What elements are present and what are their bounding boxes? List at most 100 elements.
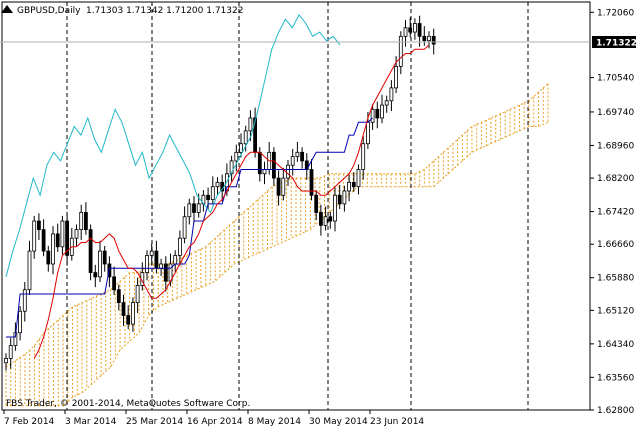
candle-body	[4, 358, 8, 364]
y-tick-label: 1.68200	[597, 174, 634, 184]
x-tick-label: 23 Jun 2014	[370, 417, 424, 427]
candle-body	[351, 181, 356, 188]
y-tick-label: 1.69740	[597, 108, 634, 118]
candle-body	[412, 23, 417, 33]
candle-body	[295, 151, 300, 158]
candle-body	[365, 121, 370, 145]
candle-body	[347, 181, 352, 192]
candle-body	[356, 169, 361, 188]
candle-body	[98, 250, 102, 278]
candle-body	[121, 302, 126, 316]
candle-body	[8, 345, 13, 359]
candle-body	[18, 310, 23, 334]
candle-body	[37, 220, 41, 231]
candle-body	[84, 212, 88, 231]
candle-body	[328, 216, 333, 222]
candle-body	[370, 108, 375, 123]
copyright-text: FBS Trader, © 2001-2014, MetaQuotes Soft…	[6, 399, 250, 409]
candle-body	[102, 250, 107, 265]
candle-body	[262, 169, 267, 175]
candle-body	[394, 66, 399, 89]
senkou-span-b	[6, 121, 549, 407]
tenkan-sen-line	[33, 44, 430, 359]
candle-body	[276, 177, 281, 196]
candle-body	[384, 100, 389, 106]
candle-body	[210, 186, 215, 200]
kijun-sen-line	[6, 117, 373, 338]
candle-body	[417, 23, 422, 37]
candle-body	[182, 216, 187, 239]
period-separators	[66, 2, 529, 410]
candle-body	[403, 27, 408, 37]
candle-body	[51, 233, 55, 265]
candle-body	[74, 229, 79, 239]
candle-body	[281, 177, 286, 196]
candle-body	[318, 212, 323, 226]
candle-body	[286, 164, 290, 179]
candle-body	[300, 151, 305, 162]
candle-body	[408, 27, 413, 33]
candle-body	[135, 285, 140, 304]
candle-body	[342, 190, 347, 205]
candle-body	[192, 203, 196, 213]
candle-body	[159, 263, 164, 269]
candle-body	[154, 250, 159, 269]
x-tick-label: 3 Mar 2014	[65, 417, 117, 427]
candle-body	[248, 117, 253, 132]
candle-body	[380, 104, 384, 119]
current-price-label: 1.71322	[596, 39, 637, 49]
y-tick-label: 1.68960	[597, 141, 634, 151]
candle-body	[65, 220, 69, 256]
y-tick-label: 1.67420	[597, 208, 634, 218]
senkou-span-a	[5, 83, 549, 368]
candle-body	[389, 87, 394, 102]
y-tick-label: 1.70540	[597, 74, 634, 84]
candle-body	[229, 160, 234, 175]
y-tick-label: 1.62800	[597, 406, 634, 416]
candle-body	[398, 35, 403, 67]
x-tick-label: 8 May 2014	[248, 417, 301, 427]
candle-body	[196, 203, 201, 213]
candle-body	[112, 276, 116, 291]
y-tick-label: 1.65880	[597, 274, 634, 284]
candle-body	[126, 315, 131, 325]
x-tick-label: 16 Apr 2014	[187, 417, 243, 427]
candle-body	[116, 289, 121, 304]
candle-body	[239, 143, 243, 153]
plot-frame	[1, 1, 591, 411]
candle-body	[431, 35, 436, 45]
kumo-cloud	[5, 83, 549, 407]
y-tick-label: 1.63560	[597, 373, 634, 383]
candle-body	[27, 250, 32, 291]
x-tick-label: 7 Feb 2014	[4, 417, 55, 427]
candle-body	[309, 169, 314, 196]
candle-body	[257, 151, 262, 175]
candle-body	[187, 203, 192, 218]
x-axis: 7 Feb 2014 3 Mar 2014 25 Mar 2014 16 Apr 20…	[3, 410, 424, 427]
candle-body	[93, 272, 98, 278]
candle-body	[55, 233, 60, 248]
candle-body	[88, 229, 93, 273]
y-tick-label: 1.64340	[597, 340, 634, 350]
candle-body	[163, 263, 168, 282]
candle-body	[60, 220, 65, 248]
chikou-span-line	[5, 13, 341, 278]
candle-body	[22, 289, 27, 312]
candle-body	[361, 143, 366, 170]
candle-body	[427, 35, 431, 42]
candle-body	[314, 194, 319, 213]
candle-body	[177, 237, 182, 256]
y-axis: 1.72060 1.70540 1.69740 1.68960 1.68200 1.674…	[590, 8, 634, 416]
ohlc-label: 1.71303 1.71342 1.71200 1.71322	[86, 6, 243, 16]
candle-body	[271, 151, 276, 179]
y-tick-label: 1.65120	[597, 306, 634, 316]
candle-body	[375, 108, 380, 119]
candle-body	[173, 254, 178, 265]
candle-body	[145, 254, 149, 273]
collapse-triangle-icon[interactable]	[1, 5, 13, 13]
candle-body	[337, 194, 342, 205]
candle-body	[215, 181, 220, 188]
candle-body	[32, 220, 37, 252]
